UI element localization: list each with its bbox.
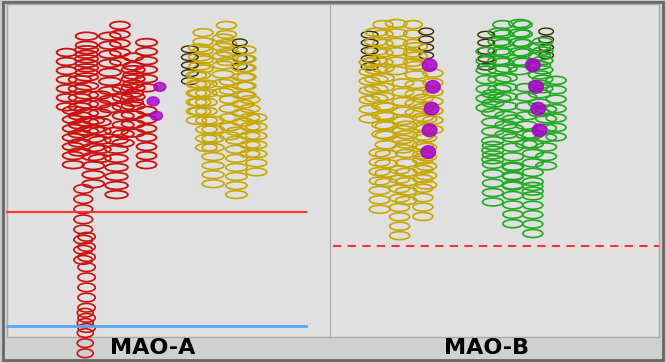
FancyBboxPatch shape xyxy=(3,2,663,360)
Text: MAO-A: MAO-A xyxy=(111,337,196,358)
Ellipse shape xyxy=(421,146,436,159)
Text: MAO-B: MAO-B xyxy=(444,337,529,358)
Ellipse shape xyxy=(531,102,545,115)
Ellipse shape xyxy=(424,102,439,115)
Ellipse shape xyxy=(525,59,540,72)
Ellipse shape xyxy=(147,97,159,106)
Ellipse shape xyxy=(532,124,547,137)
FancyBboxPatch shape xyxy=(7,4,659,337)
Ellipse shape xyxy=(529,81,543,93)
Ellipse shape xyxy=(422,59,437,72)
Ellipse shape xyxy=(422,124,437,137)
Ellipse shape xyxy=(426,81,440,93)
Ellipse shape xyxy=(154,83,166,91)
Ellipse shape xyxy=(151,111,163,120)
